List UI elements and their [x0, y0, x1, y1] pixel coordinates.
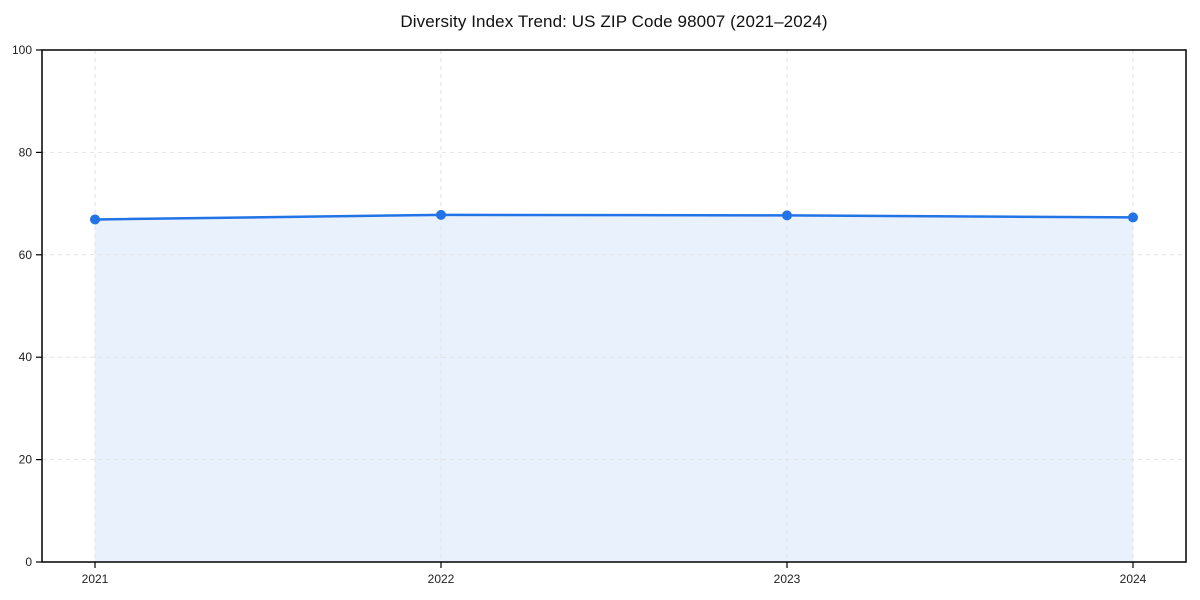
y-tick-label: 100: [12, 43, 32, 57]
x-tick-label: 2023: [774, 572, 801, 586]
y-tick-label: 0: [25, 555, 32, 569]
y-tick-label: 80: [19, 145, 33, 159]
x-tick-label: 2021: [82, 572, 109, 586]
chart-title: Diversity Index Trend: US ZIP Code 98007…: [400, 12, 828, 31]
x-tick-label: 2024: [1120, 572, 1147, 586]
data-point: [436, 209, 446, 220]
y-tick-label: 40: [19, 350, 33, 364]
data-point: [1128, 212, 1138, 223]
x-tick-label: 2022: [428, 572, 455, 586]
area-fill: [95, 214, 1133, 562]
trend-line: [93, 213, 1135, 221]
axes-border: [41, 49, 1187, 563]
y-tick-label: 20: [19, 453, 33, 467]
data-point: [782, 210, 792, 221]
y-tick-label: 60: [19, 248, 33, 262]
data-point: [90, 214, 100, 225]
